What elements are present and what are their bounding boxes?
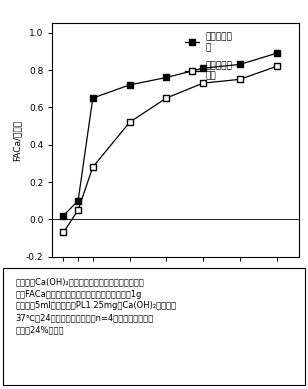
X-axis label: 米ヌカ1gあたりのCa(OH)₂添加量(g): 米ヌカ1gあたりのCa(OH)₂添加量(g)	[123, 287, 229, 296]
リパーゼ無
添加	[238, 77, 242, 82]
リパーゼ無
添加	[91, 165, 95, 170]
リパーゼ添
加	[91, 96, 95, 100]
リパーゼ無
添加	[62, 230, 65, 235]
リパーゼ無
添加	[76, 208, 80, 212]
リパーゼ添
加	[275, 51, 278, 56]
Legend: リパーゼ添
加, リパーゼ無
添加: リパーゼ添 加, リパーゼ無 添加	[185, 33, 233, 81]
リパーゼ無
添加	[201, 81, 205, 86]
リパーゼ添
加	[128, 82, 132, 87]
リパーゼ無
添加	[164, 96, 168, 100]
リパーゼ添
加	[201, 66, 205, 70]
Y-axis label: FACa/粗脂肪: FACa/粗脂肪	[13, 119, 22, 161]
リパーゼ添
加	[238, 62, 242, 67]
リパーゼ添
加	[76, 198, 80, 203]
リパーゼ無
添加	[275, 64, 278, 68]
Line: リパーゼ添
加: リパーゼ添 加	[61, 51, 279, 219]
リパーゼ添
加	[164, 75, 168, 80]
Text: 図２　Ca(OH)₂添加量とリパーゼ添加有無が米ヌ
カ中FACa形成に及ぼす影響（培養条件：米ヌカ1g
あたり水5ml、リパーゼPL1.25mg、Ca(OH)₂: 図２ Ca(OH)₂添加量とリパーゼ添加有無が米ヌ カ中FACa形成に及ぼす影響…	[15, 278, 176, 334]
リパーゼ添
加	[62, 213, 65, 218]
リパーゼ無
添加	[128, 120, 132, 124]
Line: リパーゼ無
添加: リパーゼ無 添加	[61, 63, 279, 235]
